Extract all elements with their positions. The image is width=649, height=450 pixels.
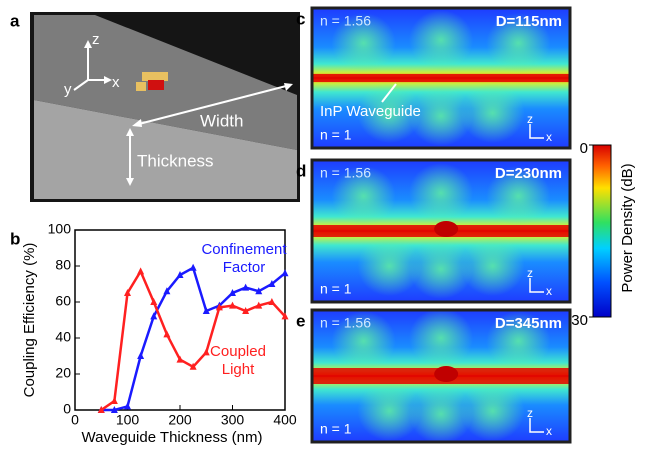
- thickness-label: D=345nm: [495, 315, 562, 332]
- colorbar: [593, 145, 611, 317]
- legend-line: Confinement: [201, 241, 287, 258]
- dimension-label: Thickness: [137, 151, 214, 170]
- x-tick-label: 400: [273, 412, 297, 428]
- index-label: n = 1: [320, 127, 352, 143]
- y-tick-label: 40: [55, 329, 71, 345]
- axis-letter: x: [112, 74, 120, 91]
- axis-letter: y: [64, 81, 72, 98]
- figure: a z y x Width Thickness Power Density (d…: [0, 0, 649, 445]
- colorbar-tick-label: 0: [580, 140, 588, 157]
- emitter: [136, 82, 146, 91]
- field-lobe: [409, 308, 473, 368]
- index-label: n = 1: [320, 281, 352, 297]
- emitter: [142, 72, 168, 81]
- field-lobe: [409, 10, 473, 70]
- index-label: n = 1: [320, 421, 352, 437]
- index-label: n = 1.56: [320, 13, 371, 29]
- y-axis-label: Coupling Efficiency (%): [21, 243, 38, 398]
- marker: [137, 352, 144, 359]
- panel-label: e: [296, 311, 305, 330]
- index-label: n = 1.56: [320, 165, 371, 181]
- y-tick-label: 60: [55, 293, 71, 309]
- legend-line: Coupled: [210, 343, 266, 360]
- axis-letter: z: [92, 31, 100, 48]
- x-tick-label: 0: [71, 412, 79, 428]
- legend-line: Factor: [223, 259, 266, 276]
- axis-letter: x: [546, 424, 552, 438]
- page: a z y x Width Thickness Power Density (d…: [0, 0, 649, 450]
- panel-label: b: [10, 229, 20, 248]
- panel-label: c: [296, 9, 305, 28]
- legend-line: Light: [222, 361, 255, 378]
- hot-spot: [434, 221, 458, 237]
- panel-label: a: [10, 11, 20, 30]
- waveguide-label: InP Waveguide: [320, 103, 421, 120]
- axis-letter: z: [527, 406, 533, 420]
- emitter: [148, 80, 164, 90]
- field-lobe: [409, 163, 473, 223]
- field-lobe: [461, 83, 525, 143]
- x-tick-label: 100: [116, 412, 140, 428]
- thickness-label: D=115nm: [496, 13, 562, 30]
- dimension-label: Width: [200, 111, 243, 130]
- axis-letter: z: [527, 112, 533, 126]
- field-lobe: [461, 236, 525, 296]
- x-tick-label: 300: [221, 412, 245, 428]
- x-tick-label: 200: [168, 412, 192, 428]
- y-tick-label: 100: [48, 221, 72, 237]
- marker: [137, 267, 144, 274]
- marker: [203, 348, 210, 355]
- marker: [190, 264, 197, 271]
- field-lobe: [461, 381, 525, 441]
- y-tick-label: 80: [55, 257, 71, 273]
- waveguide-mode: [312, 74, 570, 82]
- axis-letter: x: [546, 130, 552, 144]
- colorbar-label: Power Density (dB): [619, 163, 636, 292]
- panel-label: d: [296, 161, 306, 180]
- axis-letter: z: [527, 266, 533, 280]
- y-tick-label: 20: [55, 365, 71, 381]
- marker: [282, 269, 289, 276]
- index-label: n = 1.56: [320, 315, 371, 331]
- marker: [111, 397, 118, 404]
- x-axis-label: Waveguide Thickness (nm): [82, 429, 263, 445]
- y-tick-label: 0: [63, 401, 71, 417]
- hot-spot: [434, 366, 458, 382]
- axis-letter: x: [546, 284, 552, 298]
- thickness-label: D=230nm: [495, 165, 562, 182]
